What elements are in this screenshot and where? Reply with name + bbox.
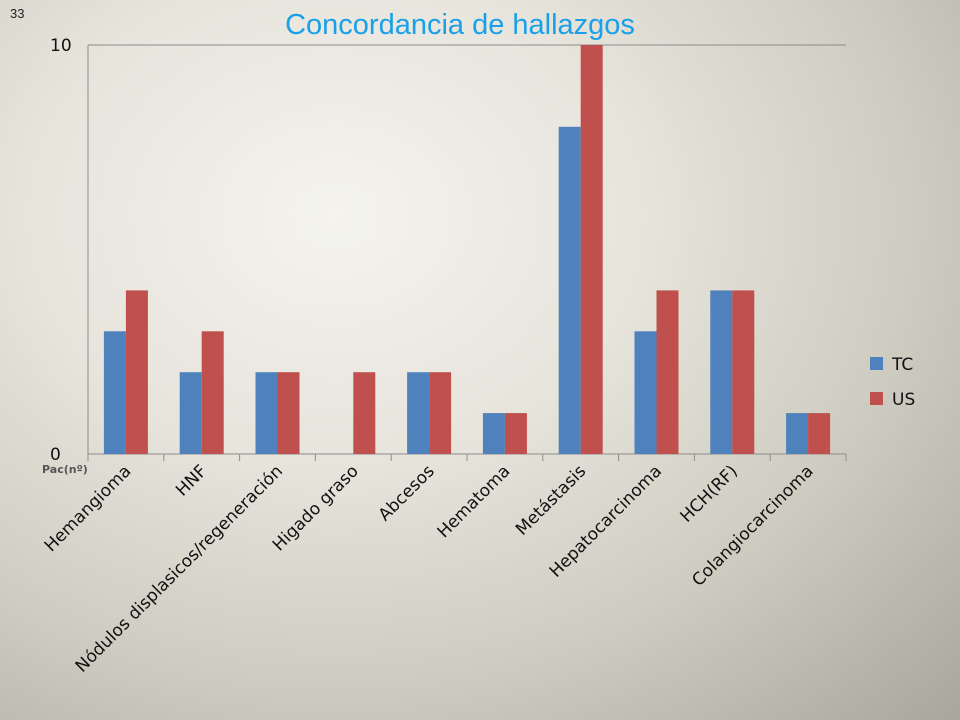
bar-us-3 (353, 372, 376, 454)
category-label: Abcesos (375, 461, 439, 525)
bar-tc-5 (482, 413, 505, 454)
category-label: Metástasis (512, 461, 590, 539)
bar-tc-1 (179, 372, 202, 454)
bar-us-2 (277, 372, 300, 454)
bar-us-0 (125, 290, 148, 454)
category-label: HNF (172, 461, 211, 500)
y-tick-label: 10 (50, 36, 72, 56)
bar-tc-2 (255, 372, 278, 454)
bars (103, 45, 831, 455)
y-axis-title: Pac(nº) (42, 463, 88, 476)
bar-us-1 (201, 331, 224, 454)
bar-us-7 (656, 290, 679, 454)
y-tick-label: 0 (50, 445, 61, 465)
chart-title: Concordancia de hallazgos (285, 9, 635, 41)
bar-tc-4 (407, 372, 430, 454)
legend: TC US (870, 355, 915, 410)
bar-tc-0 (103, 331, 126, 454)
bar-tc-7 (634, 331, 657, 454)
bar-us-6 (580, 45, 603, 454)
bar-tc-6 (558, 126, 581, 455)
legend-label-us: US (892, 390, 915, 410)
bar-tc-9 (786, 413, 809, 454)
legend-label-tc: TC (891, 355, 913, 375)
legend-swatch-us (870, 392, 883, 405)
slide-number: 33 (10, 6, 25, 21)
category-label: Hematoma (434, 461, 515, 542)
y-tick-labels: 0 10 Pac(nº) (42, 36, 88, 476)
category-label: HCH(RF) (677, 461, 742, 526)
bar-us-4 (429, 372, 452, 454)
bar-tc-8 (710, 290, 733, 454)
bar-us-9 (808, 413, 831, 454)
bar-us-5 (504, 413, 527, 454)
bar-us-8 (732, 290, 755, 454)
legend-swatch-tc (870, 357, 883, 370)
